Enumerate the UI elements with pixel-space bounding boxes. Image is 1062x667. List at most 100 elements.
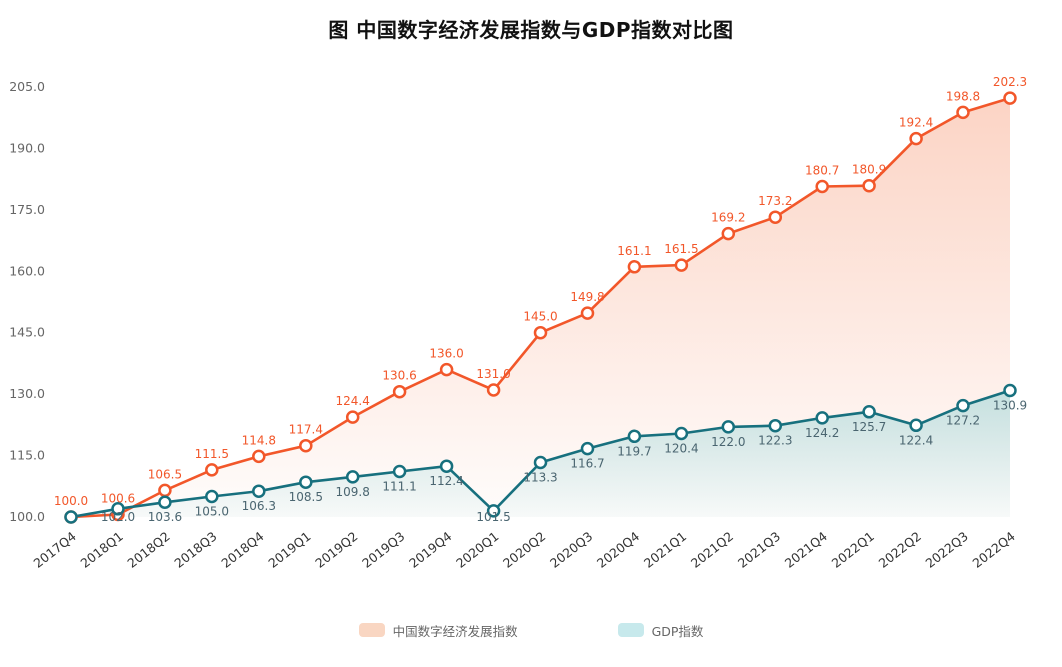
- data-point-marker: [439, 459, 454, 473]
- data-point-marker: [768, 418, 783, 433]
- x-axis-tick-label: 2018Q4: [218, 529, 266, 571]
- legend-swatch-gdp-index: [617, 623, 644, 637]
- data-point-marker: [533, 325, 548, 340]
- data-point-marker: [158, 495, 172, 510]
- data-point-marker: [721, 226, 736, 241]
- x-axis-tick-label: 2017Q4: [31, 529, 79, 571]
- data-point-marker: [580, 441, 595, 456]
- data-point-marker: [252, 484, 266, 498]
- data-point-label: 169.2: [711, 211, 745, 225]
- data-point-marker: [299, 475, 313, 489]
- data-point-label: 100.0: [54, 494, 88, 508]
- data-point-label: 112.4: [429, 474, 463, 488]
- x-axis-tick-label: 2020Q1: [453, 529, 501, 571]
- x-axis-tick-label: 2020Q2: [500, 529, 548, 571]
- data-point-label: 114.8: [242, 433, 276, 447]
- data-point-label: 109.8: [336, 485, 370, 499]
- x-axis-tick-label: 2019Q1: [265, 529, 313, 571]
- data-point-label: 124.2: [805, 426, 839, 440]
- x-axis-tick-label: 2022Q1: [829, 529, 877, 571]
- data-point-label: 106.3: [242, 499, 276, 513]
- x-axis-tick-label: 2021Q4: [782, 529, 830, 571]
- x-axis-tick-label: 2022Q2: [876, 529, 924, 571]
- x-axis-tick-label: 2018Q2: [124, 529, 172, 571]
- data-point-marker: [815, 179, 829, 194]
- data-point-label: 103.6: [148, 510, 182, 524]
- data-point-marker: [909, 418, 923, 433]
- data-point-marker: [862, 178, 876, 193]
- y-axis-tick-label: 205.0: [9, 79, 45, 94]
- x-axis-tick-label: 2019Q4: [406, 529, 454, 571]
- data-point-label: 106.5: [148, 467, 182, 481]
- data-point-label: 113.3: [523, 471, 557, 485]
- chart-canvas: 100.0 100.6 106.5 111.5 114.8 117.4 124.4 130.6…: [9, 75, 1027, 571]
- x-axis-tick-label: 2022Q3: [923, 529, 971, 571]
- data-point-marker: [392, 384, 407, 399]
- data-point-marker: [252, 449, 266, 464]
- y-axis-tick-label: 160.0: [9, 263, 45, 278]
- legend: 中国数字经济发展指数 GDP指数: [0, 613, 1062, 647]
- legend-item-digital-economy-index[interactable]: 中国数字经济发展指数: [358, 621, 518, 640]
- data-point-label: 198.8: [946, 89, 980, 103]
- y-axis-tick-label: 100.0: [9, 509, 45, 524]
- data-point-label: 124.4: [336, 394, 370, 408]
- x-axis-tick-label: 2021Q2: [688, 529, 736, 571]
- x-axis-tick-label: 2021Q3: [735, 529, 783, 571]
- data-point-label: 145.0: [523, 310, 557, 324]
- series-0-area: [71, 98, 1010, 517]
- data-point-label: 202.3: [993, 75, 1027, 89]
- data-point-marker: [721, 420, 736, 434]
- x-axis-tick-label: 2019Q2: [312, 529, 360, 571]
- data-point-label: 101.5: [476, 510, 510, 524]
- legend-item-gdp-index[interactable]: GDP指数: [617, 621, 704, 640]
- data-point-label: 180.9: [852, 163, 886, 177]
- data-point-label: 130.9: [993, 399, 1027, 413]
- data-point-label: 116.7: [570, 457, 604, 471]
- data-point-marker: [956, 398, 970, 413]
- data-point-label: 192.4: [899, 116, 933, 130]
- y-axis-tick-label: 115.0: [9, 448, 45, 463]
- data-point-marker: [674, 258, 689, 272]
- x-axis-tick-label: 2019Q3: [359, 529, 407, 571]
- x-axis-tick-label: 2020Q3: [547, 529, 595, 571]
- data-point-marker: [674, 426, 689, 441]
- y-axis-tick-label: 175.0: [9, 202, 45, 217]
- y-axis-tick-label: 145.0: [9, 325, 45, 340]
- data-point-marker: [486, 383, 501, 397]
- data-point-marker: [158, 483, 172, 498]
- data-point-marker: [533, 455, 548, 470]
- data-point-marker: [627, 260, 642, 274]
- data-point-label: 180.7: [805, 164, 839, 178]
- data-point-label: 173.2: [758, 194, 792, 208]
- data-point-label: 161.5: [664, 242, 698, 256]
- data-point-marker: [64, 510, 78, 524]
- chart-title: 图 中国数字经济发展指数与GDP指数对比图: [328, 18, 734, 42]
- data-point-marker: [1003, 383, 1017, 398]
- data-point-label: 100.6: [101, 492, 135, 506]
- data-point-marker: [909, 131, 923, 146]
- x-axis-tick-label: 2020Q4: [594, 529, 642, 571]
- data-point-label: 105.0: [195, 505, 229, 519]
- data-point-marker: [862, 405, 876, 419]
- data-point-label: 122.4: [899, 433, 933, 447]
- data-point-label: 117.4: [289, 423, 323, 437]
- legend-label-digital-economy-index: 中国数字经济发展指数: [392, 623, 518, 639]
- data-point-label: 108.5: [289, 490, 323, 504]
- data-point-label: 125.7: [852, 420, 886, 434]
- x-axis-tick-label: 2021Q1: [641, 529, 689, 571]
- data-point-marker: [205, 489, 219, 504]
- data-point-label: 136.0: [429, 347, 463, 361]
- x-axis-tick-label: 2018Q1: [78, 529, 126, 571]
- data-point-marker: [627, 429, 642, 444]
- data-point-marker: [299, 438, 313, 453]
- data-point-label: 161.1: [617, 244, 651, 258]
- data-point-marker: [1003, 91, 1017, 105]
- data-point-label: 119.7: [617, 444, 651, 458]
- legend-label-gdp-index: GDP指数: [651, 623, 704, 639]
- data-point-marker: [205, 463, 219, 477]
- data-point-marker: [345, 410, 360, 424]
- legend-swatch-digital-economy-index: [358, 623, 385, 637]
- data-point-label: 102.0: [101, 510, 135, 524]
- x-axis-tick-label: 2018Q3: [171, 529, 219, 571]
- data-point-marker: [486, 504, 501, 518]
